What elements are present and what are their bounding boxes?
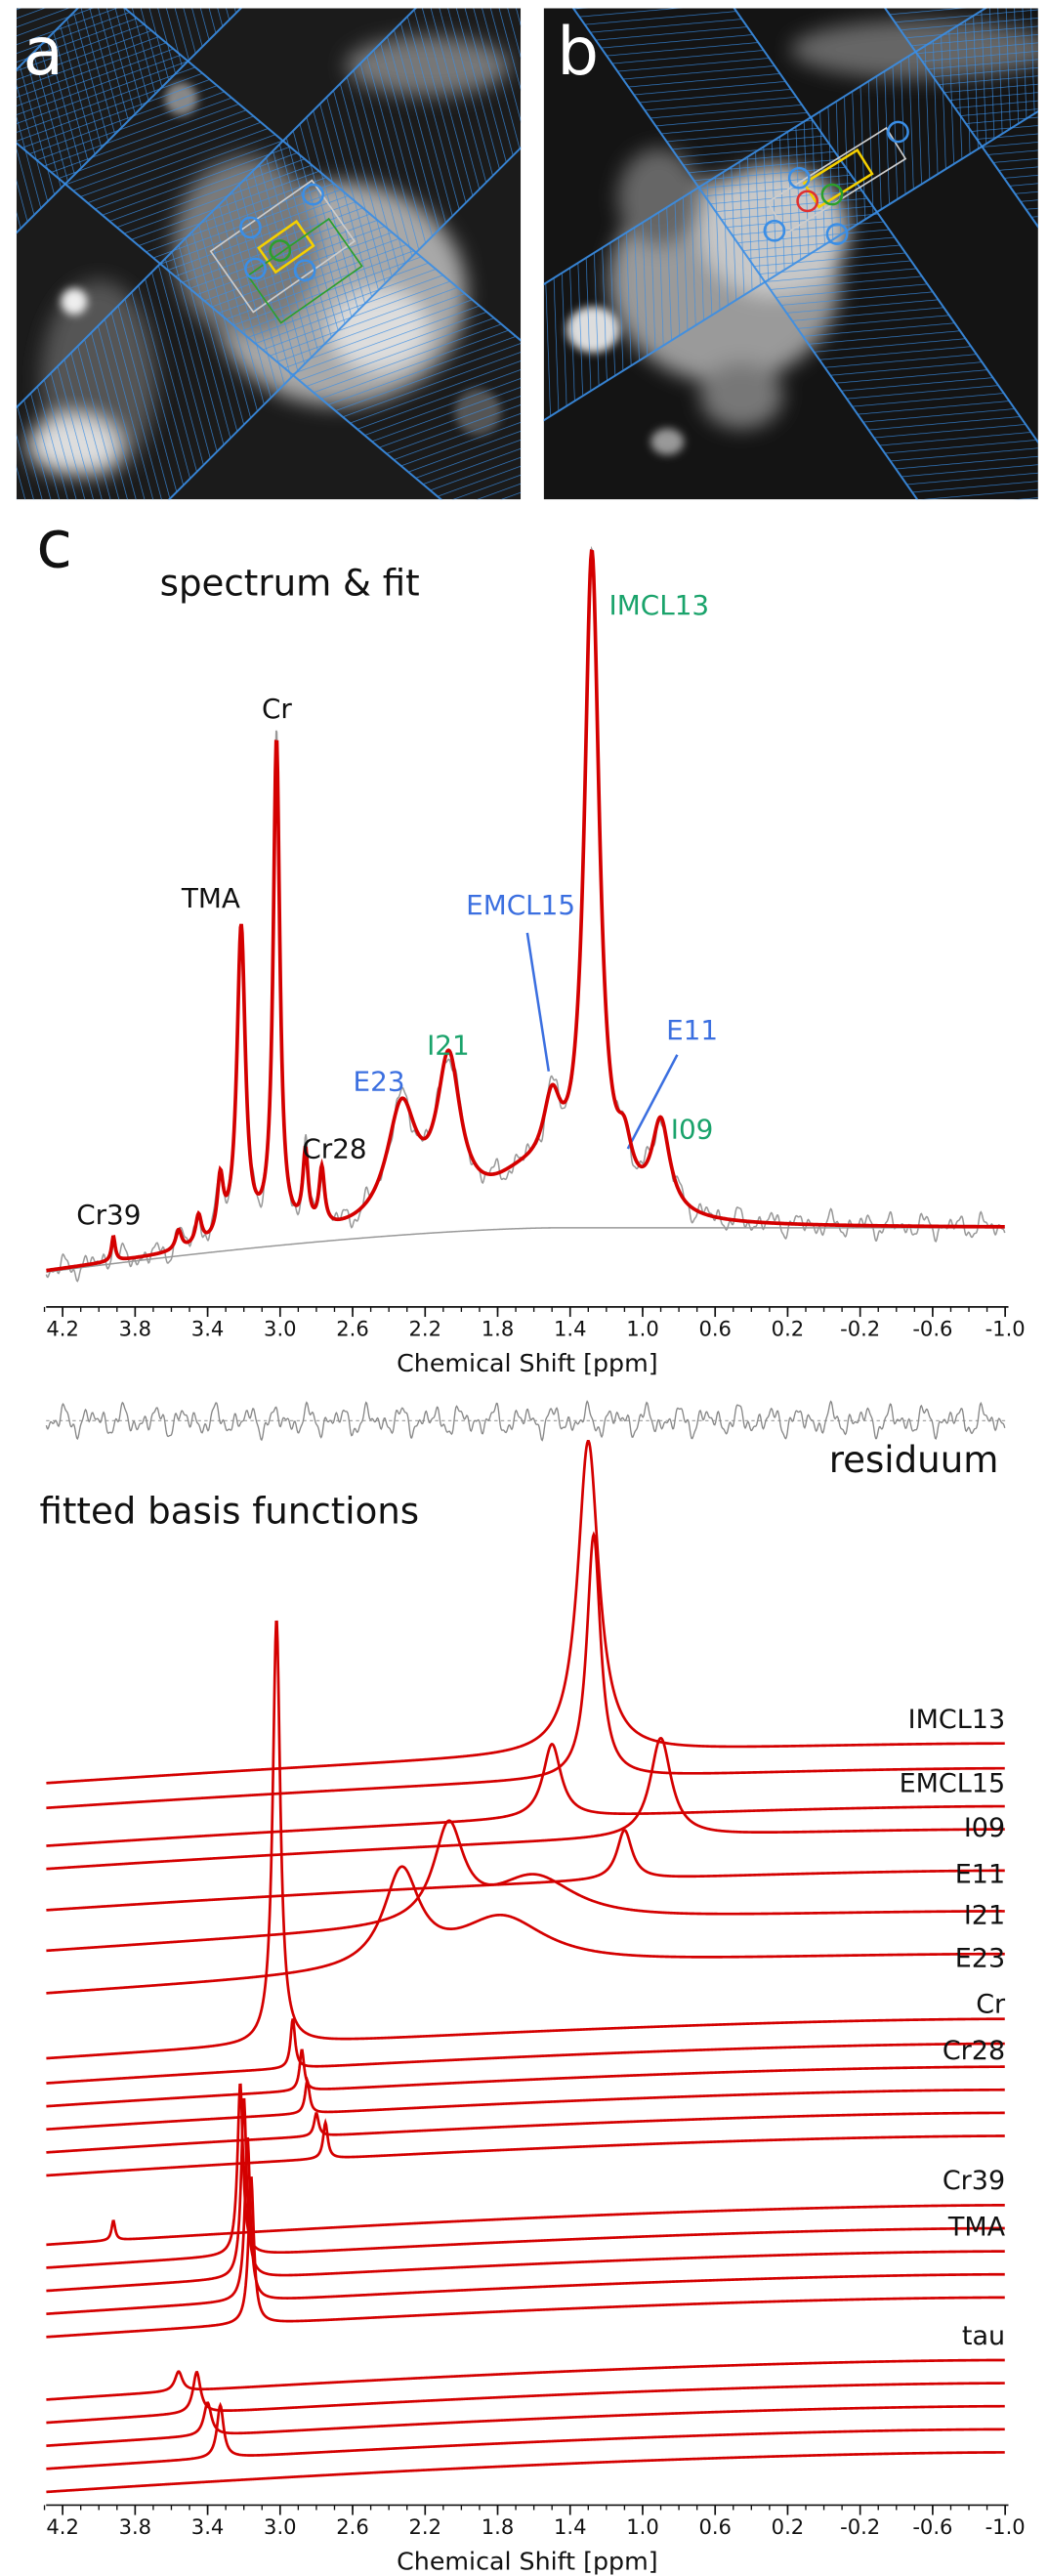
x-tick-label: 2.6 (336, 1317, 369, 1341)
x-tick-label: 0.2 (772, 1317, 805, 1341)
peak-label: TMA (181, 882, 240, 914)
basis-function (46, 2401, 1005, 2470)
x-tick-label: 4.2 (46, 1317, 79, 1341)
basis-function (46, 1819, 1005, 1953)
basis-function (46, 2401, 1005, 2448)
basis-function (46, 1439, 1005, 1785)
basis-label: Cr28 (943, 2036, 1005, 2066)
section-title: fitted basis functions (39, 1490, 419, 1532)
x-tick-label: 3.0 (264, 2514, 297, 2539)
x-tick-label: 3.4 (191, 1317, 225, 1341)
basis-label: E23 (955, 1943, 1005, 1973)
residual (45, 1400, 1006, 1442)
x-tick-label: -1.0 (985, 1317, 1026, 1341)
basis-function (46, 1829, 1005, 1912)
basis-label: EMCL15 (900, 1769, 1006, 1799)
x-tick-label: 1.0 (626, 1317, 659, 1341)
section-title: residuum (829, 1439, 999, 1481)
basis-function (46, 2076, 1005, 2132)
peak-label: I21 (427, 1029, 470, 1061)
peak-label: Cr28 (302, 1133, 366, 1165)
basis-function (46, 2175, 1005, 2339)
x-tick-label: -0.2 (840, 1317, 880, 1341)
basis-function (46, 2136, 1005, 2316)
x-axis-label: Chemical Shift [ppm] (397, 2547, 657, 2575)
basis-function (46, 2118, 1005, 2177)
x-tick-label: -1.0 (985, 2514, 1026, 2539)
x-tick-label: 1.4 (554, 2514, 587, 2539)
x-tick-label: 1.4 (554, 1317, 587, 1341)
x-tick-label: -0.6 (912, 1317, 952, 1341)
spectrum-fit (46, 549, 1005, 1273)
peak-label: Cr39 (76, 1199, 141, 1231)
peak-label: IMCL13 (609, 589, 710, 621)
basis-function (46, 2018, 1005, 2085)
x-tick-label: 1.0 (626, 2514, 659, 2539)
basis-function (46, 2083, 1005, 2269)
basis-function (46, 1620, 1005, 2060)
x-tick-label: 3.0 (264, 1317, 297, 1341)
baseline (46, 1227, 1005, 1273)
x-tick-label: 2.2 (409, 1317, 442, 1341)
basis-label: I09 (964, 1813, 1005, 1843)
basis-function (46, 2097, 1005, 2293)
x-tick-label: 3.8 (119, 1317, 152, 1341)
basis-function (46, 2358, 1005, 2401)
x-tick-label: 0.6 (698, 1317, 732, 1341)
basis-label: IMCL13 (908, 1705, 1005, 1735)
x-tick-label: 0.6 (698, 2514, 732, 2539)
basis-function (46, 2048, 1005, 2108)
panel-label: a (23, 13, 63, 90)
basis-label: E11 (955, 1859, 1005, 1889)
spectrum-measured (45, 545, 1006, 1283)
peak-label: Cr (262, 693, 292, 725)
panel-label: c (36, 505, 72, 582)
x-axis-label: Chemical Shift [ppm] (397, 1349, 657, 1377)
x-tick-label: 3.4 (191, 2514, 225, 2539)
basis-function (46, 1865, 1005, 1995)
basis-function (46, 2451, 1005, 2494)
peak-label: E11 (666, 1014, 718, 1046)
basis-function (46, 1737, 1005, 1871)
x-tick-label: -0.6 (912, 2514, 952, 2539)
basis-function (46, 1531, 1005, 1810)
x-tick-label: 1.8 (482, 2514, 515, 2539)
basis-label: Cr (976, 1990, 1006, 2020)
basis-label: tau (962, 2321, 1005, 2351)
x-tick-label: 2.2 (409, 2514, 442, 2539)
basis-label: I21 (964, 1901, 1005, 1931)
mri-image-a (16, 8, 522, 500)
x-tick-label: 0.2 (772, 2514, 805, 2539)
peak-label: E23 (354, 1065, 405, 1097)
peak-label: EMCL15 (466, 889, 575, 921)
x-tick-label: -0.2 (840, 2514, 880, 2539)
basis-function (46, 1743, 1005, 1847)
x-tick-label: 3.8 (119, 2514, 152, 2539)
basis-function (46, 2371, 1005, 2425)
basis-label: Cr39 (943, 2166, 1005, 2196)
leader-line (525, 932, 551, 1072)
mri-image-b (543, 8, 1038, 500)
basis-function (46, 2111, 1005, 2154)
x-tick-label: 4.2 (46, 2514, 79, 2539)
peak-label: I09 (671, 1113, 714, 1145)
x-tick-label: 2.6 (336, 2514, 369, 2539)
section-title: spectrum & fit (160, 562, 420, 604)
leader-line (626, 1054, 679, 1150)
x-tick-label: 1.8 (482, 1317, 515, 1341)
basis-label: TMA (947, 2212, 1006, 2242)
basis-function (46, 2204, 1005, 2247)
panel-label: b (557, 13, 599, 90)
